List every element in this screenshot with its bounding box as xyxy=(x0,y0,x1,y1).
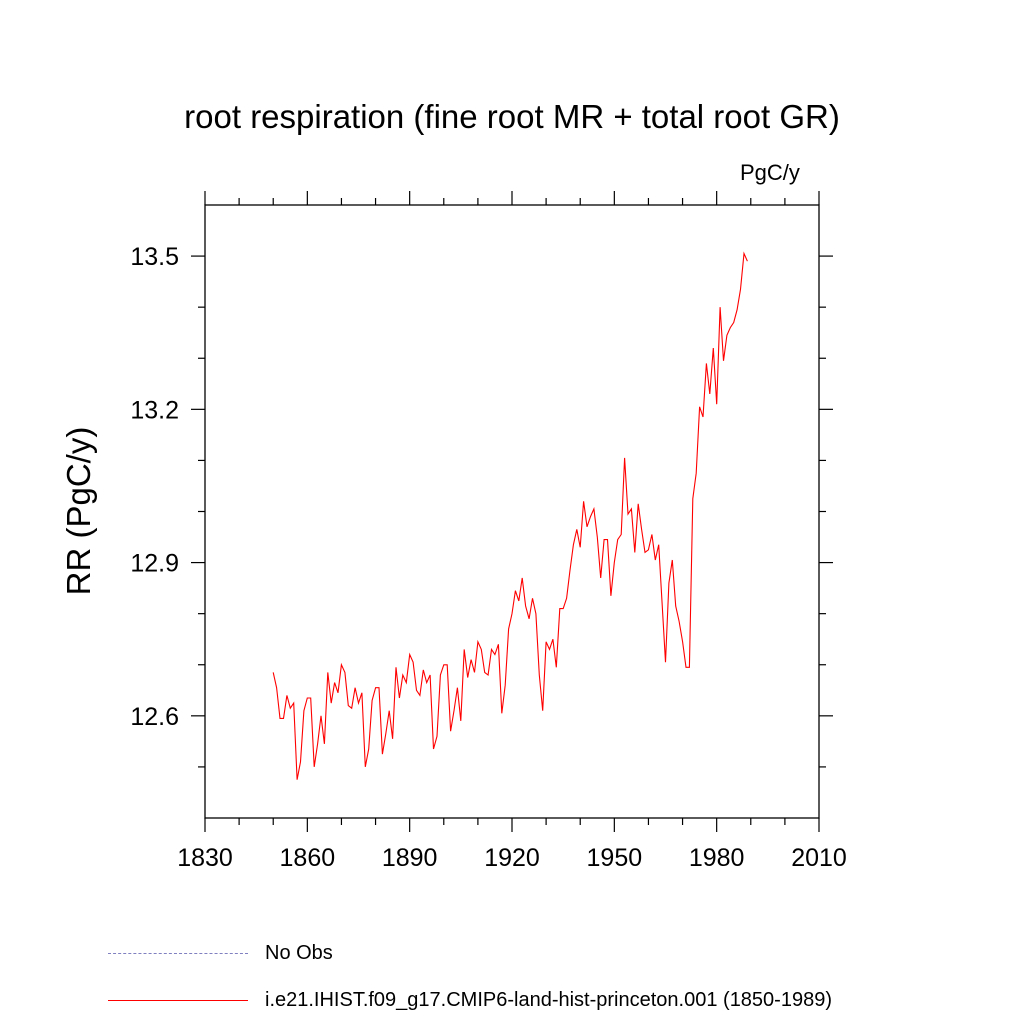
legend-swatch-solid xyxy=(108,999,248,1001)
x-tick-label: 1950 xyxy=(587,844,643,872)
series-line xyxy=(272,251,748,780)
legend-item-model-run: i.e21.IHIST.f09_g17.CMIP6-land-hist-prin… xyxy=(108,988,832,1012)
y-tick-label: 13.5 xyxy=(130,243,179,271)
x-tick-label: 1830 xyxy=(177,844,233,872)
x-tick-label: 1890 xyxy=(382,844,438,872)
y-tick-label: 13.2 xyxy=(130,396,179,424)
legend-item-no-obs: No Obs xyxy=(108,941,333,965)
x-tick-label: 1920 xyxy=(484,844,540,872)
x-tick-label: 1980 xyxy=(689,844,745,872)
legend-label: No Obs xyxy=(265,941,333,964)
y-tick-label: 12.9 xyxy=(130,550,179,578)
chart-title: root respiration (fine root MR + total r… xyxy=(184,98,840,135)
x-tick-label: 1860 xyxy=(280,844,336,872)
plot-frame xyxy=(204,204,820,819)
legend-label: i.e21.IHIST.f09_g17.CMIP6-land-hist-prin… xyxy=(265,988,832,1011)
legend-swatch-dashed xyxy=(108,952,248,954)
x-tick-label: 2010 xyxy=(791,844,847,872)
units-label: PgC/y xyxy=(740,160,800,185)
y-tick-label: 12.6 xyxy=(130,703,179,731)
